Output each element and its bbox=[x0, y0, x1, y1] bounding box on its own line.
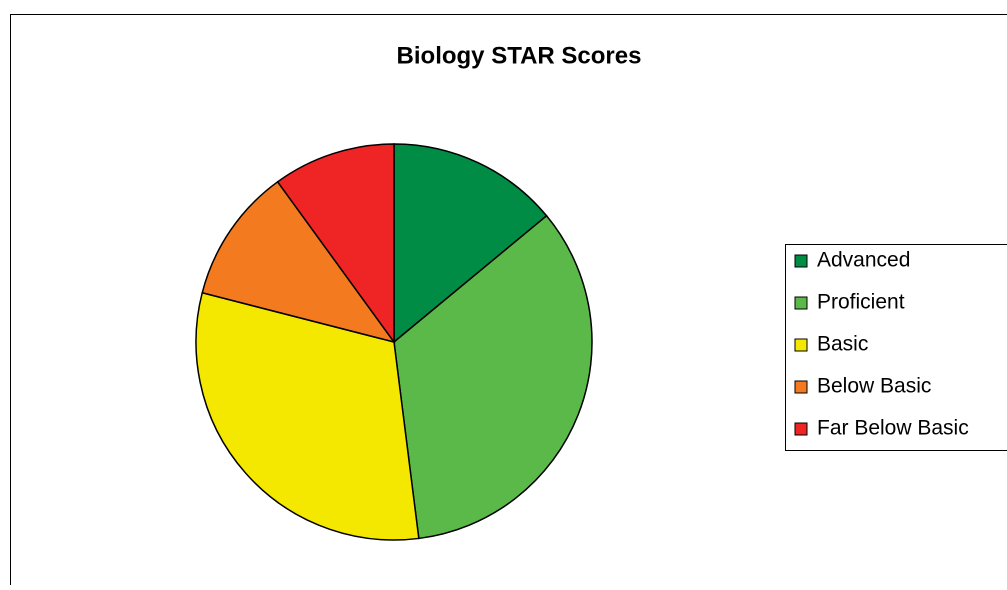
legend-swatch bbox=[795, 381, 807, 393]
legend-label: Basic bbox=[817, 333, 868, 356]
legend-label: Advanced bbox=[817, 249, 910, 272]
chart-title: Biology STAR Scores bbox=[397, 42, 642, 69]
legend-label: Proficient bbox=[817, 291, 905, 314]
legend-swatch bbox=[795, 297, 807, 309]
legend-label: Below Basic bbox=[817, 375, 931, 398]
legend-swatch bbox=[795, 339, 807, 351]
legend-label: Far Below Basic bbox=[817, 417, 969, 440]
legend-swatch bbox=[795, 255, 807, 267]
legend-swatch bbox=[795, 423, 807, 435]
